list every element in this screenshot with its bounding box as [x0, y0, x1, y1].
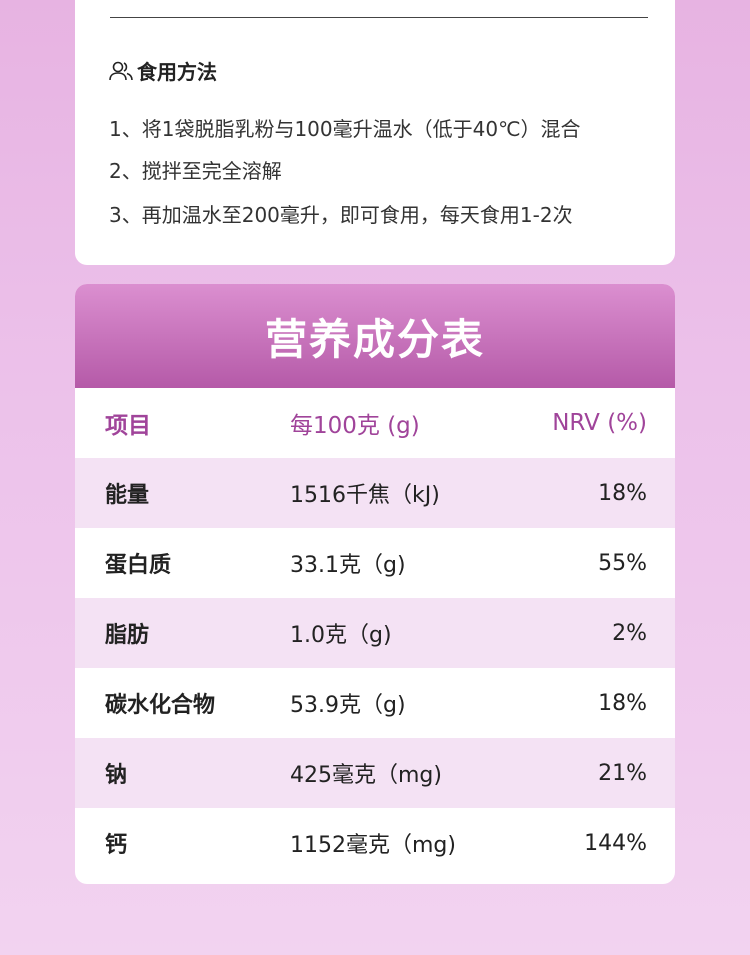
header-per100g: 每100克 (g) [290, 413, 420, 439]
cell-item: 能量 [105, 483, 150, 508]
table-row: 碳水化合物 53.9克（g) 18% [75, 668, 675, 738]
cell-item: 脂肪 [105, 623, 150, 648]
cell-value: 53.9克（g) [290, 693, 406, 718]
cell-item: 蛋白质 [105, 553, 172, 578]
cell-nrv: 55% [598, 550, 647, 576]
cell-nrv: 21% [598, 760, 647, 786]
cell-value: 33.1克（g) [290, 553, 406, 578]
people-icon [109, 61, 133, 80]
usage-title: 食用方法 [109, 56, 217, 85]
cell-nrv: 18% [598, 480, 647, 506]
table-row: 脂肪 1.0克（g) 2% [75, 598, 675, 668]
cell-item: 钙 [105, 833, 128, 858]
table-row: 钙 1152毫克（mg) 144% [75, 808, 675, 878]
table-header: 项目 每100克 (g) NRV (%) [75, 388, 675, 458]
header-item: 项目 [105, 413, 151, 439]
cell-value: 1516千焦（kJ) [290, 483, 440, 508]
cell-value: 1.0克（g) [290, 623, 392, 648]
usage-card: 食用方法 1、将1袋脱脂乳粉与100毫升温水（低于40℃）混合 2、搅拌至完全溶… [75, 0, 675, 265]
cell-nrv: 2% [612, 620, 647, 646]
cell-nrv: 144% [584, 830, 647, 856]
cell-item: 钠 [105, 763, 128, 788]
usage-step: 1、将1袋脱脂乳粉与100毫升温水（低于40℃）混合 [109, 117, 581, 141]
usage-step: 3、再加温水至200毫升，即可食用，每天食用1-2次 [109, 203, 573, 227]
nutrition-title: 营养成分表 [75, 284, 675, 388]
usage-step: 2、搅拌至完全溶解 [109, 159, 282, 183]
nutrition-card: 营养成分表 项目 每100克 (g) NRV (%) 能量 1516千焦（kJ) 1… [75, 284, 675, 884]
header-nrv: NRV (%) [552, 410, 647, 436]
table-row: 蛋白质 33.1克（g) 55% [75, 528, 675, 598]
cell-item: 碳水化合物 [105, 693, 216, 718]
table-row: 能量 1516千焦（kJ) 18% [75, 458, 675, 528]
table-row: 钠 425毫克（mg) 21% [75, 738, 675, 808]
cell-nrv: 18% [598, 690, 647, 716]
cell-value: 425毫克（mg) [290, 763, 442, 788]
divider [110, 17, 648, 18]
cell-value: 1152毫克（mg) [290, 833, 456, 858]
